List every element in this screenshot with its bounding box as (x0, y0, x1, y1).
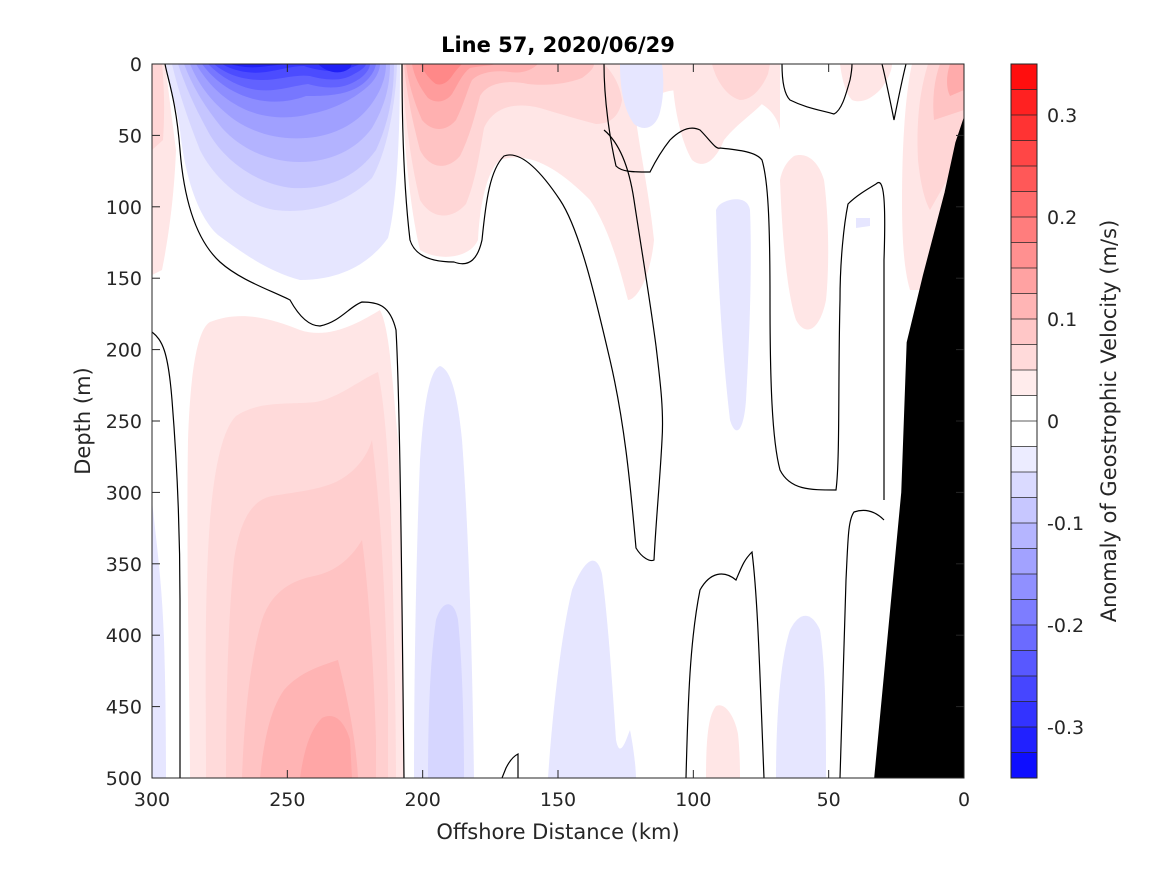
bathymetry-shelf (874, 118, 964, 778)
contour-fill-neg-col-80 (716, 199, 751, 431)
colorbar-band (1011, 574, 1037, 600)
x-tick-label: 100 (675, 789, 711, 811)
x-tick-label: 50 (817, 789, 841, 811)
colorbar-band (1011, 650, 1037, 677)
colorbar-band (1011, 242, 1037, 269)
y-tick-label: 150 (106, 268, 142, 290)
colorbar-ticks: 0.3 0.2 0.1 0 -0.1 -0.2 -0.3 (1047, 105, 1084, 739)
x-tick-label: 0 (958, 789, 970, 811)
colorbar-band (1011, 446, 1037, 473)
x-axis: 300 250 200 150 100 50 0 (134, 64, 970, 811)
colorbar-band (1011, 497, 1037, 524)
y-axis: 0 50 100 150 200 250 300 350 400 450 500 (106, 54, 964, 790)
contour-fill-pos-surf-35 (840, 64, 892, 102)
y-axis-title: Depth (m) (71, 367, 95, 474)
zero-contour-line (501, 753, 519, 778)
x-tick-label: 250 (269, 789, 305, 811)
colorbar-band (1011, 64, 1037, 90)
colorbar-band (1011, 166, 1037, 192)
colorbar-band (1011, 370, 1037, 396)
contour-fill-neg-surf-small (620, 64, 664, 128)
colorbar-title: Anomaly of Geostrophic Velocity (m/s) (1097, 220, 1121, 623)
colorbar-tick-label: -0.3 (1047, 717, 1084, 739)
contour-fill-neg-deep-2 (428, 604, 464, 778)
y-tick-label: 450 (106, 697, 142, 719)
colorbar-band (1011, 727, 1037, 753)
colorbar-tick-label: 0.3 (1047, 105, 1077, 127)
contour-fill-pos-mid60 (780, 155, 829, 330)
colorbar-band (1011, 89, 1037, 116)
contour-fill-neg-11 (230, 64, 352, 73)
y-tick-label: 200 (106, 340, 142, 362)
y-tick-label: 400 (106, 625, 142, 647)
colorbar-tick-label: -0.1 (1047, 513, 1084, 535)
contour-fill-pos-coast-4 (947, 64, 964, 96)
contour-fill-neg-leftdeep (152, 500, 166, 778)
colorbar-band (1011, 319, 1037, 345)
colorbar-tick-label: 0.1 (1047, 309, 1077, 331)
zero-contour-line (839, 509, 885, 778)
x-tick-label: 200 (405, 789, 441, 811)
contour-fill-neg-patch-small (856, 218, 870, 228)
colorbar-band (1011, 344, 1037, 371)
colorbar-band (1011, 676, 1037, 702)
colorbar-band (1011, 625, 1037, 651)
zero-contour-line (685, 550, 765, 778)
zero-contours (152, 64, 907, 778)
colorbar-band (1011, 421, 1037, 447)
zero-contour-line (603, 129, 657, 347)
colorbar-band (1011, 293, 1037, 320)
velocity-field (152, 64, 964, 778)
contour-fill-neg-deep-60 (776, 615, 826, 778)
colorbar-band (1011, 217, 1037, 243)
colorbar-tick-label: 0 (1047, 411, 1059, 433)
zero-contour-line (603, 64, 886, 500)
colorbar-band (1011, 701, 1037, 728)
zero-contour-line (881, 64, 907, 121)
colorbar (1011, 64, 1037, 779)
colorbar-band (1011, 140, 1037, 167)
colorbar-band (1011, 395, 1037, 422)
colorbar-band (1011, 191, 1037, 218)
colorbar-band (1011, 548, 1037, 575)
colorbar-band (1011, 752, 1037, 779)
colorbar-band (1011, 523, 1037, 549)
colorbar-band (1011, 115, 1037, 141)
zero-contour-line (781, 64, 853, 115)
y-tick-label: 300 (106, 482, 142, 504)
contour-fill-pos-surf-6 (420, 64, 462, 85)
colorbar-frame (1010, 63, 1038, 779)
y-tick-label: 250 (106, 411, 142, 433)
x-axis-title: Offshore Distance (km) (436, 820, 679, 844)
contour-fill-pos-6 (300, 716, 352, 778)
x-tick-label: 150 (540, 789, 576, 811)
y-tick-label: 500 (106, 768, 142, 790)
contour-fill-pos-deep-90 (706, 705, 740, 778)
contour-fill-pos-surf-85-2 (712, 64, 770, 100)
colorbar-band (1011, 472, 1037, 498)
x-tick-label: 300 (134, 789, 170, 811)
zero-contour-line (401, 64, 664, 562)
contour-fill-neg-deep-145 (548, 560, 636, 778)
y-tick-label: 100 (106, 197, 142, 219)
y-tick-label: 50 (118, 125, 142, 147)
chart-title: Line 57, 2020/06/29 (441, 33, 675, 57)
zero-contour-line (152, 331, 181, 778)
colorbar-tick-label: 0.2 (1047, 207, 1077, 229)
zero-contour-line (164, 64, 405, 778)
y-tick-label: 0 (130, 54, 142, 76)
y-tick-label: 350 (106, 554, 142, 576)
contour-fill-pos-surf-1 (402, 64, 780, 300)
colorbar-band (1011, 268, 1037, 294)
colorbar-tick-label: -0.2 (1047, 615, 1084, 637)
colorbar-band (1011, 599, 1037, 626)
contour-fill-pos-leftedge-2 (152, 64, 165, 150)
